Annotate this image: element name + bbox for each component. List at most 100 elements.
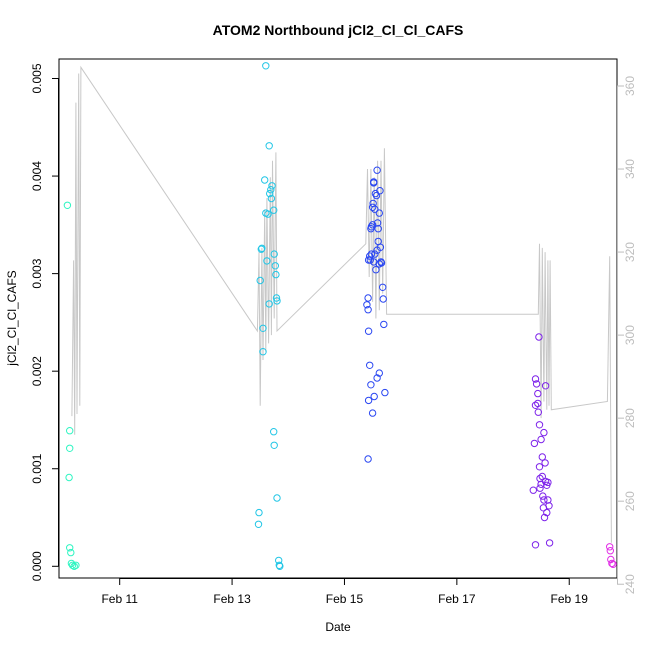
data-point — [375, 369, 383, 377]
data-point — [379, 295, 387, 303]
data-point — [530, 439, 539, 448]
y-tick-label: 0.005 — [30, 63, 44, 93]
data-point — [270, 428, 278, 436]
data-point — [263, 257, 271, 265]
data-point — [371, 205, 379, 213]
x-tick-label: Feb 19 — [551, 592, 589, 606]
y2-tick-label: 240 — [623, 574, 637, 594]
data-point — [543, 508, 551, 517]
data-point — [268, 182, 276, 190]
x-axis-label: Date — [325, 620, 351, 634]
data-point — [370, 179, 378, 187]
data-point — [606, 543, 614, 551]
data-point — [364, 396, 373, 405]
data-point — [259, 324, 267, 332]
data-point — [264, 210, 272, 218]
data-point — [364, 306, 372, 314]
data-point — [538, 453, 546, 461]
y-tick-label: 0.004 — [30, 161, 44, 191]
data-point — [267, 194, 276, 203]
line-layer — [71, 65, 612, 543]
data-point — [608, 559, 616, 568]
data-point — [272, 270, 280, 279]
data-point — [543, 481, 551, 489]
data-point — [607, 555, 615, 564]
data-point — [270, 441, 278, 449]
data-point — [366, 252, 374, 260]
data-point — [368, 221, 377, 229]
data-point — [532, 380, 541, 388]
data-point — [276, 562, 284, 570]
data-point — [375, 260, 383, 268]
data-point — [364, 327, 373, 335]
data-point — [257, 245, 265, 253]
y-axis-label: jCl2_Cl_Cl_CAFS — [5, 270, 19, 366]
data-point — [535, 421, 544, 429]
data-point — [529, 486, 537, 494]
y-tick-label: 0.001 — [30, 453, 44, 483]
data-point — [375, 209, 383, 217]
data-point — [609, 560, 617, 568]
axes-layer: Feb 11 Feb 13 Feb 15 Feb 17 Feb 19 0.000 0.001… — [30, 58, 637, 606]
data-point — [381, 388, 389, 397]
data-point — [259, 348, 267, 356]
data-point — [68, 561, 77, 569]
plot-frame — [58, 58, 618, 579]
data-point — [66, 427, 74, 435]
data-point — [373, 166, 381, 174]
data-point — [367, 223, 376, 231]
data-point — [534, 389, 542, 398]
data-point — [367, 381, 375, 389]
data-point — [72, 561, 80, 569]
y2-tick-label: 360 — [623, 76, 637, 96]
data-point — [368, 409, 377, 417]
data-point — [367, 250, 376, 258]
data-point — [271, 262, 279, 270]
data-point — [606, 547, 614, 555]
data-point — [536, 474, 544, 483]
x-tick-label: Feb 13 — [213, 592, 251, 606]
data-point — [535, 333, 543, 341]
y-tick-label: 0.000 — [30, 551, 44, 581]
data-point — [545, 539, 554, 547]
data-point — [535, 463, 544, 471]
data-point — [536, 484, 544, 492]
data-point — [262, 62, 270, 70]
data-point — [531, 375, 540, 383]
data-point — [66, 444, 74, 452]
data-point — [534, 408, 542, 416]
y2-tick-label: 260 — [623, 491, 637, 511]
data-point — [541, 382, 550, 390]
data-point — [63, 201, 72, 210]
data-point — [273, 297, 281, 305]
data-point — [267, 186, 275, 194]
data-point — [372, 191, 381, 200]
data-point — [368, 203, 377, 212]
x-tick-label: Feb 15 — [326, 592, 364, 606]
data-point — [363, 301, 371, 309]
data-point — [374, 225, 382, 233]
data-point — [373, 219, 382, 227]
data-point — [273, 494, 281, 502]
x-tick-label: Feb 17 — [438, 592, 476, 606]
data-point — [70, 562, 78, 570]
data-point — [270, 250, 278, 258]
data-point — [265, 142, 273, 150]
y2-tick-label: 280 — [623, 408, 637, 428]
data-point — [538, 472, 546, 481]
data-point — [65, 473, 73, 482]
data-point — [537, 435, 545, 444]
data-point — [67, 548, 75, 557]
chart-title: ATOM2 Northbound jCl2_Cl_Cl_CAFS — [213, 22, 464, 38]
data-point — [539, 492, 547, 500]
data-point — [364, 455, 372, 463]
data-point — [373, 374, 381, 382]
data-point — [376, 187, 384, 195]
data-point — [545, 502, 553, 510]
data-point — [372, 266, 380, 274]
data-point — [380, 320, 388, 329]
data-point — [272, 294, 281, 302]
data-point — [534, 399, 542, 408]
data-point — [261, 176, 269, 184]
